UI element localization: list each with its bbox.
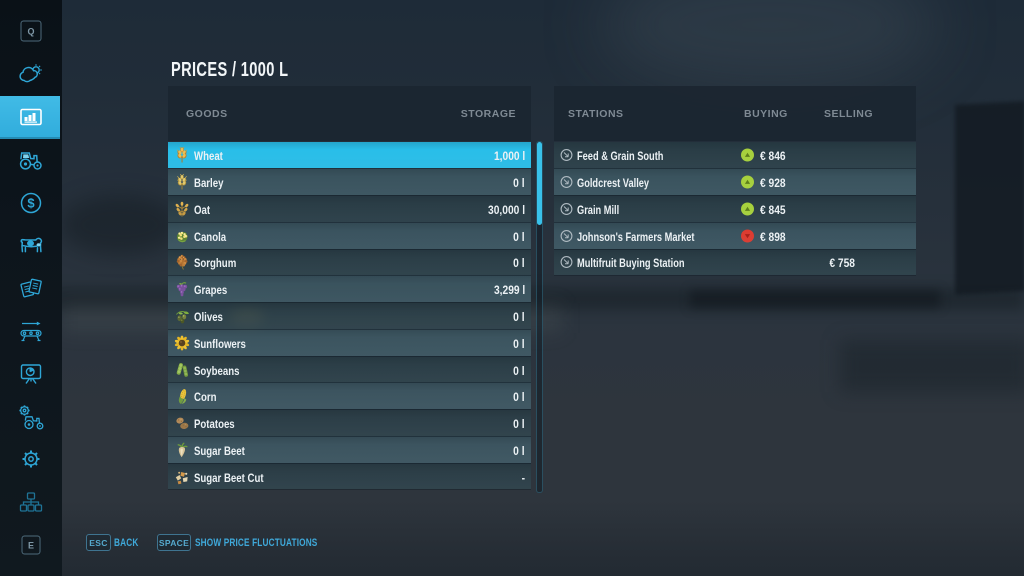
svg-text:$: $ <box>27 196 35 211</box>
